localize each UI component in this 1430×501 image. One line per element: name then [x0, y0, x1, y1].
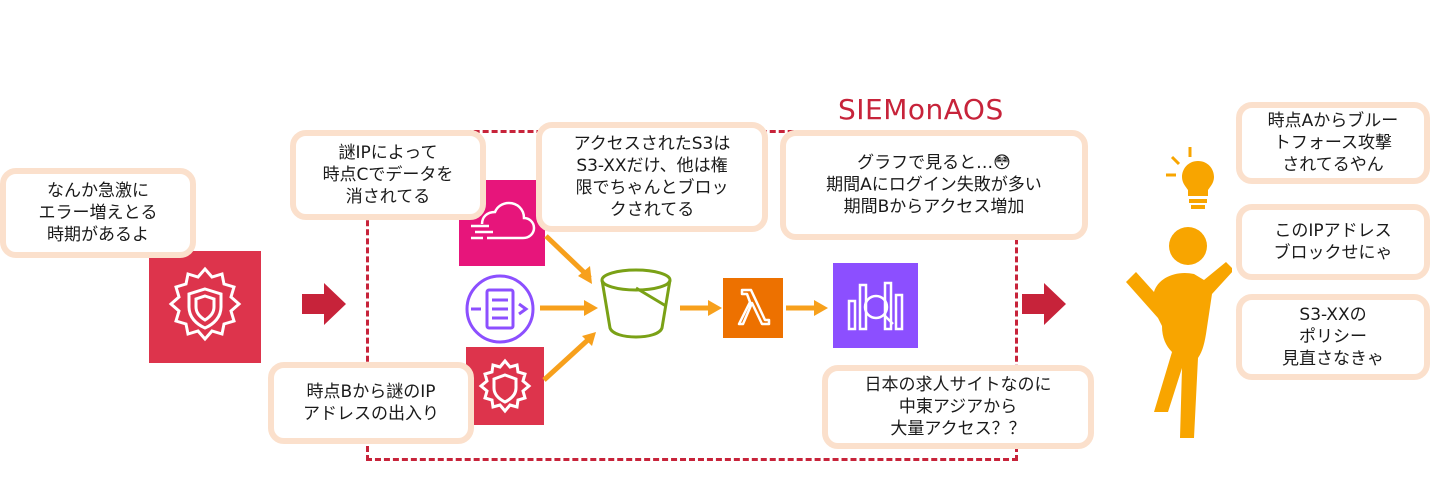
lambda-service-icon — [723, 278, 783, 338]
bubble-s3-access: アクセスされたS3は S3-XXだけ、他は権 限でちゃんとブロッ クされてる — [536, 122, 768, 232]
lightbulb-icon — [1166, 147, 1214, 209]
person-figure — [1092, 222, 1232, 482]
opensearch-service-icon — [833, 263, 918, 348]
bubble-graph-insight: グラフで見ると…😳 期間Aにログイン失敗が多い 期間Bからアクセス増加 — [780, 130, 1088, 240]
search-chart-icon — [847, 281, 904, 331]
flow-arrow-left — [302, 283, 346, 325]
list-arrow-icon — [465, 274, 535, 344]
shield-gear-icon — [168, 266, 242, 342]
bubble-block-ip: このIPアドレス ブロックせにゃ — [1236, 204, 1430, 280]
waf-service-icon — [466, 347, 544, 425]
security-hub-service-icon — [149, 251, 261, 363]
person-icon — [1126, 227, 1232, 438]
shield-gear-icon — [478, 358, 532, 414]
bubble-error-spike: なんか急激に エラー増えとる 時期があるよ — [0, 168, 196, 258]
lambda-icon — [737, 288, 771, 326]
cloud-icon — [471, 201, 536, 240]
bubble-brute-force: 時点Aからブルー トフォース攻撃 されてるやん — [1236, 102, 1430, 184]
s3-bucket-service-icon — [596, 262, 676, 342]
data-flow-arrows — [540, 234, 828, 382]
bubble-mystery-ip-c: 謎IPによって 時点Cでデータを 消されてる — [290, 130, 486, 220]
bubble-mystery-ip-b: 時点Bから謎のIP アドレスの出入り — [268, 362, 474, 444]
idea-bulb — [1162, 145, 1222, 215]
flow-logs-service-icon — [463, 272, 537, 346]
flow-arrow-right — [1022, 283, 1066, 325]
cloudtrail-service-icon — [459, 180, 545, 266]
bubble-overseas-access: 日本の求人サイトなのに 中東アジアから 大量アクセス？？ — [822, 365, 1094, 449]
diagram-title: SIEMonAOS — [838, 93, 1004, 126]
bucket-icon — [600, 268, 672, 339]
bubble-policy-review: S3-XXの ポリシー 見直さなきゃ — [1236, 294, 1430, 380]
